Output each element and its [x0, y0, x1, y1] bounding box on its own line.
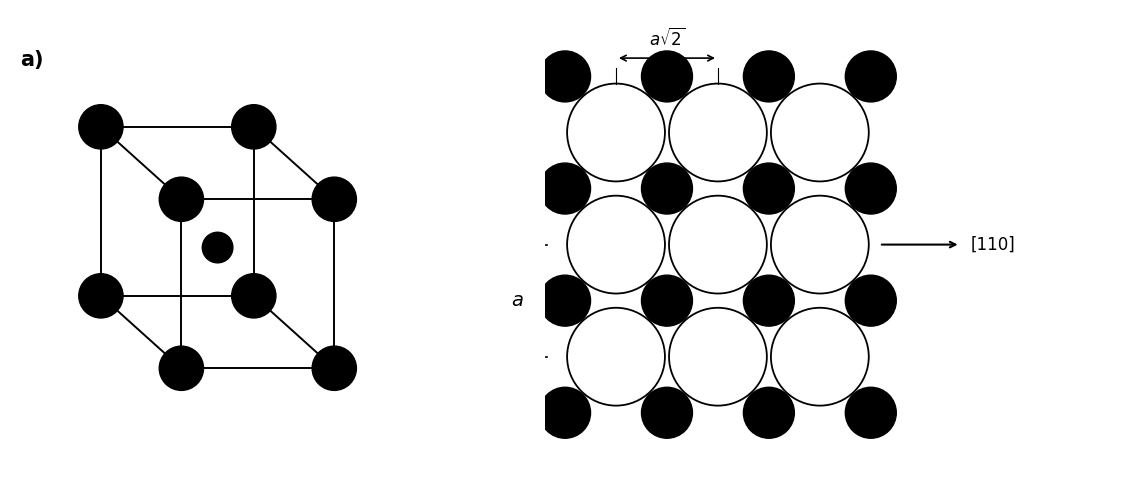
- Text: a: a: [511, 291, 524, 310]
- Circle shape: [79, 105, 123, 149]
- Circle shape: [232, 105, 275, 149]
- Text: $a\sqrt{2}$: $a\sqrt{2}$: [649, 28, 686, 50]
- Circle shape: [540, 388, 590, 438]
- Circle shape: [568, 83, 665, 182]
- Circle shape: [79, 274, 123, 318]
- Circle shape: [743, 275, 795, 326]
- Circle shape: [845, 51, 896, 102]
- Circle shape: [743, 51, 795, 102]
- Circle shape: [845, 388, 896, 438]
- Circle shape: [669, 83, 767, 182]
- Circle shape: [568, 308, 665, 406]
- Circle shape: [642, 388, 692, 438]
- Circle shape: [771, 83, 869, 182]
- Circle shape: [160, 346, 203, 390]
- Text: [110]: [110]: [971, 236, 1015, 253]
- Circle shape: [669, 308, 767, 406]
- Circle shape: [771, 308, 869, 406]
- Text: b): b): [550, 71, 574, 91]
- Circle shape: [202, 232, 233, 263]
- Circle shape: [845, 163, 896, 214]
- Circle shape: [845, 275, 896, 326]
- Circle shape: [312, 177, 356, 221]
- Circle shape: [540, 163, 590, 214]
- Text: a): a): [20, 50, 44, 70]
- Circle shape: [669, 196, 767, 294]
- Circle shape: [540, 51, 590, 102]
- Circle shape: [743, 163, 795, 214]
- Circle shape: [568, 196, 665, 294]
- Circle shape: [160, 177, 203, 221]
- Circle shape: [642, 163, 692, 214]
- Circle shape: [312, 346, 356, 390]
- Circle shape: [540, 275, 590, 326]
- Circle shape: [232, 274, 275, 318]
- Circle shape: [642, 275, 692, 326]
- Circle shape: [642, 51, 692, 102]
- Circle shape: [771, 196, 869, 294]
- Circle shape: [743, 388, 795, 438]
